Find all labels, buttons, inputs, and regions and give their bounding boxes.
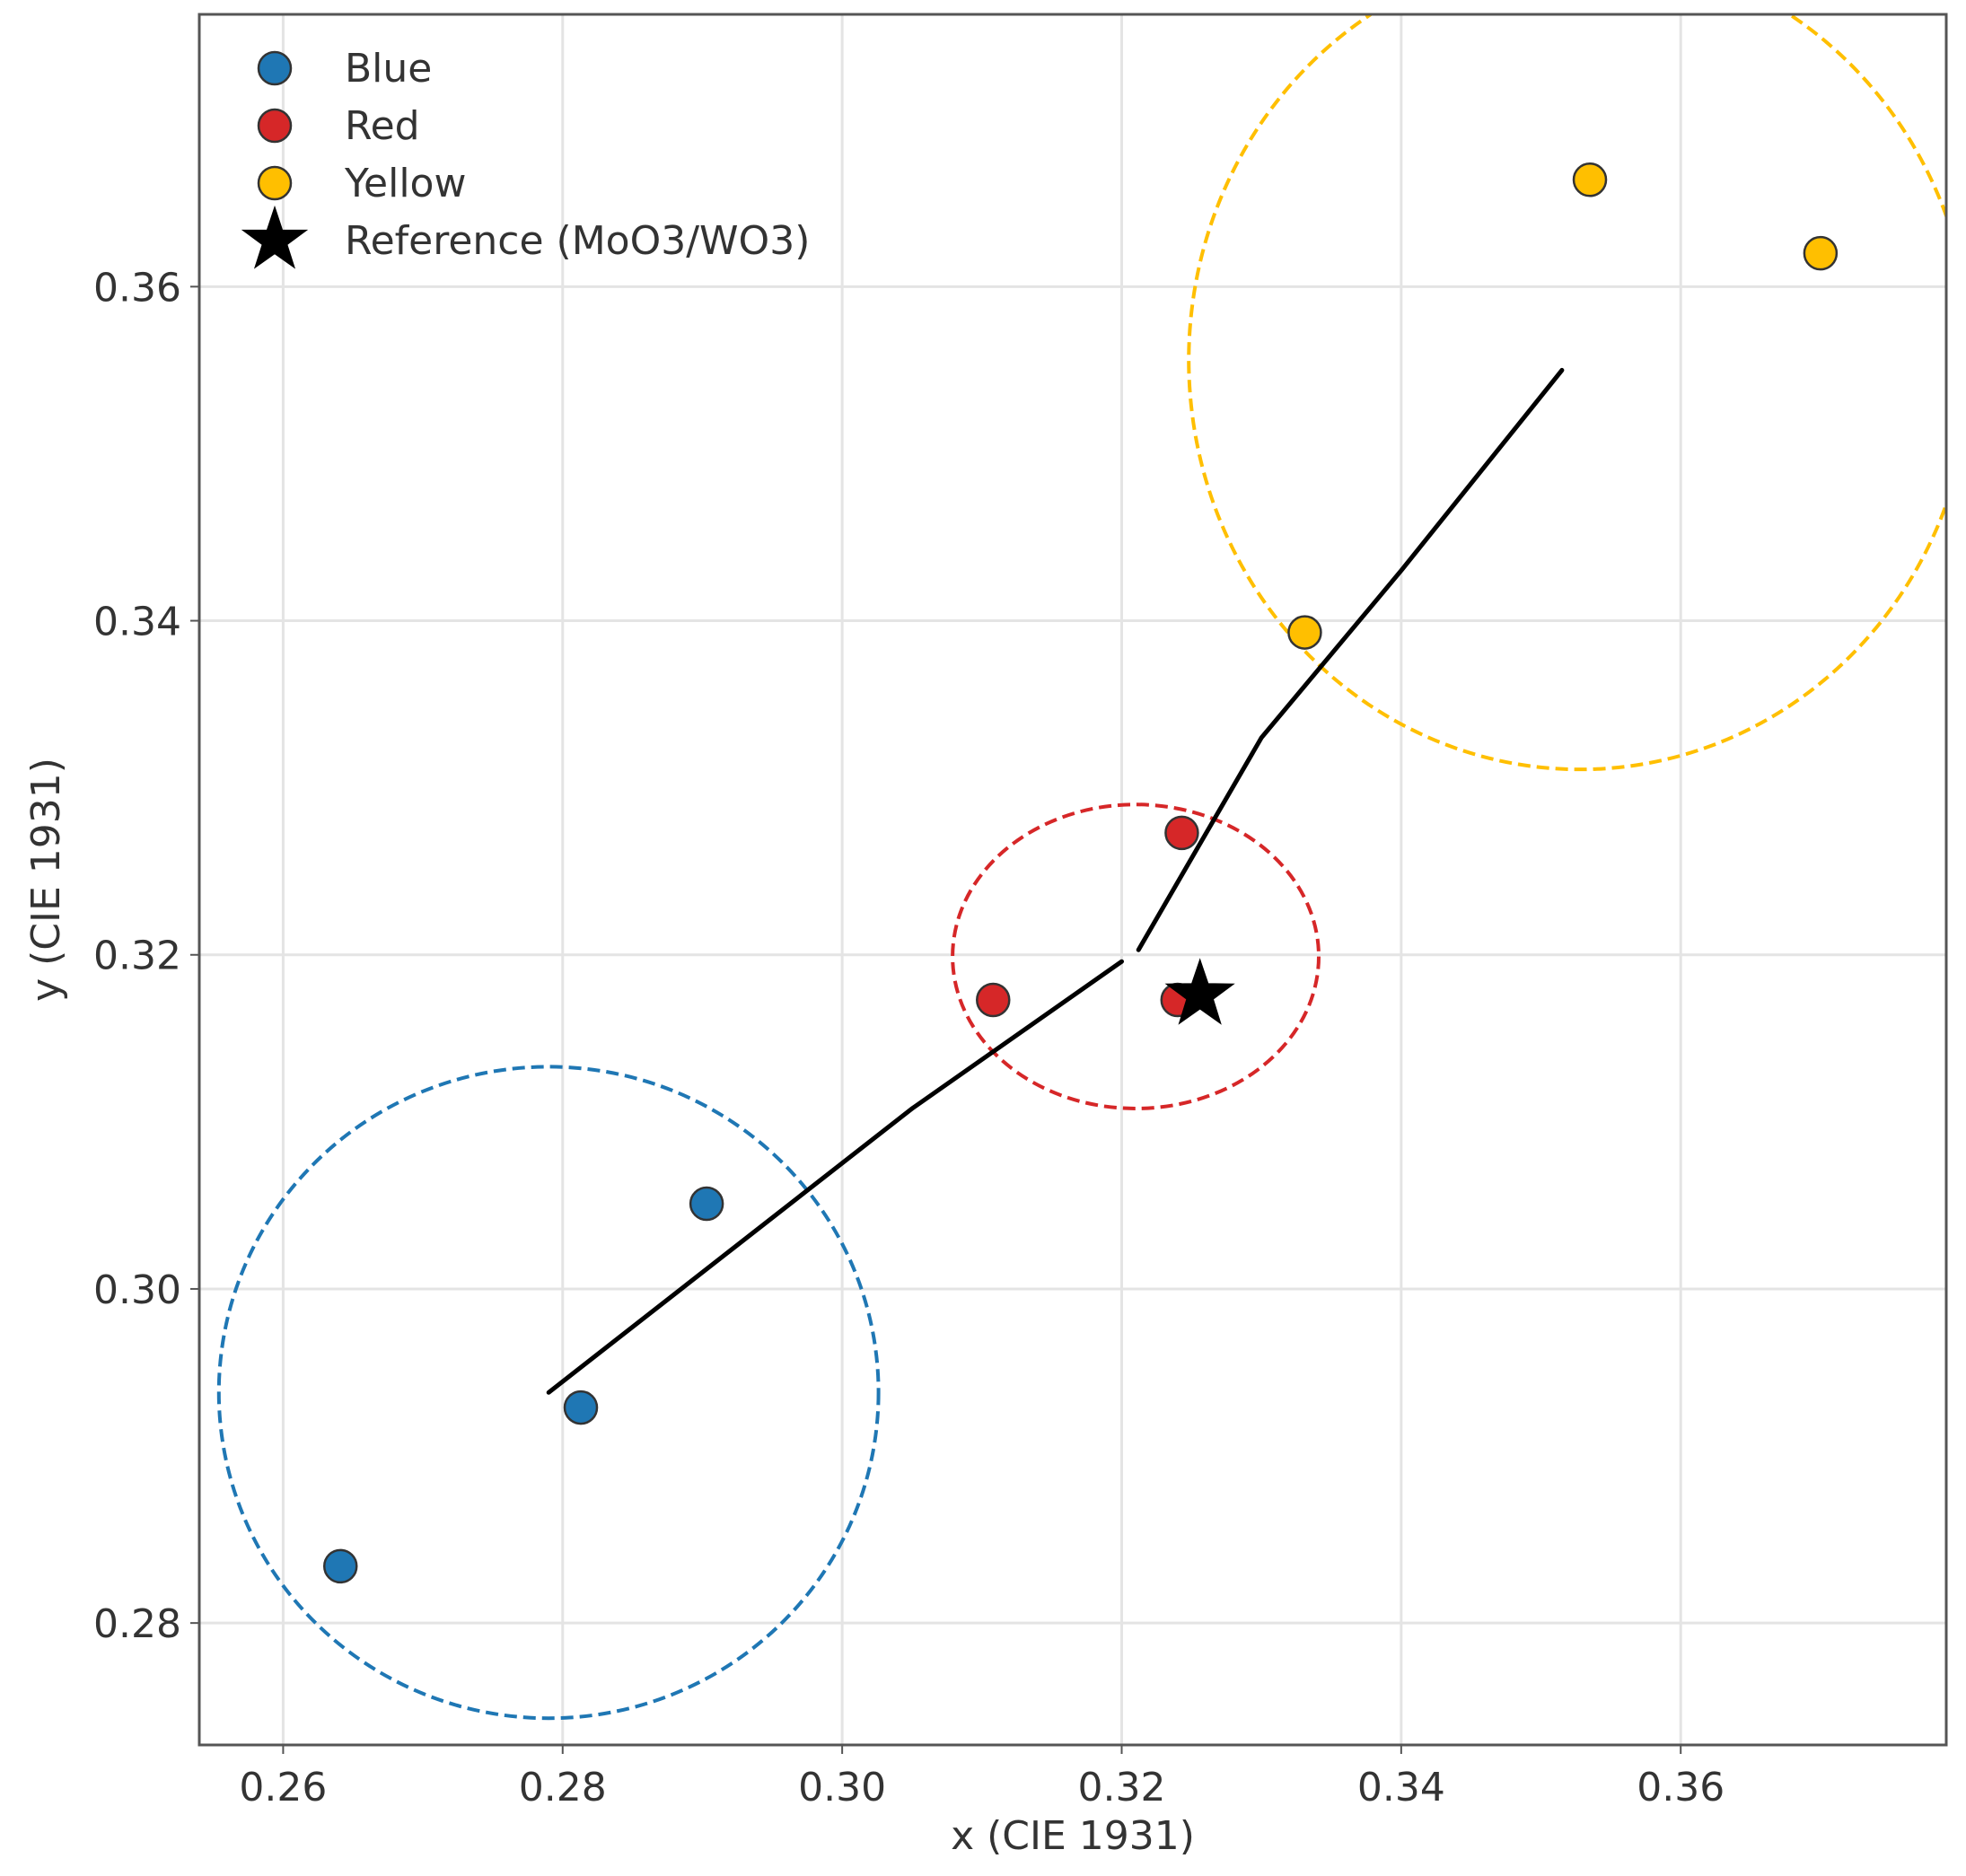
x-axis-label: x (CIE 1931) [951,1813,1195,1859]
legend-blue-label: Blue [345,46,432,92]
legend-blue-marker [257,50,293,86]
grid [199,14,1946,1745]
yellow-data-point [1287,615,1322,650]
data-points [322,162,1839,1584]
y-tick-label: 0.34 [93,600,181,645]
legend-yellow-marker [257,165,293,201]
x-tick-label: 0.32 [1078,1765,1166,1810]
axis-ticks: 0.26 0.28 0.30 0.32 0.34 0.36 0.28 0.30 0.32 0.34… [93,265,1725,1810]
x-tick-label: 0.34 [1357,1765,1445,1810]
blue-data-point [322,1548,358,1584]
trend-line-segment [546,959,1124,1395]
legend-red-label: Red [345,103,420,149]
x-tick-label: 0.30 [798,1765,886,1810]
reference-star-point [1164,958,1235,1025]
yellow-data-point [1803,235,1839,271]
x-tick-label: 0.36 [1637,1765,1725,1810]
yellow-data-point [1572,162,1608,197]
legend-yellow-label: Yellow [344,161,466,206]
x-tick-label: 0.26 [239,1765,327,1810]
legend: Blue Red Yellow Reference (MoO3/WO3) [241,46,810,269]
red-ellipse [951,802,1321,1110]
y-tick-label: 0.36 [93,265,181,311]
ellipses [216,14,1946,1721]
yellow-ellipse [1187,14,1946,772]
y-tick-label: 0.28 [93,1601,181,1647]
x-tick-label: 0.28 [519,1765,607,1810]
blue-ellipse [216,1065,881,1721]
trend-line [546,367,1565,1395]
red-data-point [1164,815,1199,851]
legend-red-marker [257,108,293,144]
legend-star-marker [241,205,309,269]
y-tick-label: 0.32 [93,934,181,979]
blue-data-point [689,1186,724,1222]
trend-line-segment [1136,367,1565,952]
y-axis-label: y (CIE 1931) [23,758,69,1002]
red-data-point [976,982,1011,1018]
legend-reference-label: Reference (MoO3/WO3) [345,218,810,264]
y-tick-label: 0.30 [93,1267,181,1313]
blue-data-point [563,1389,599,1425]
plot-frame [197,13,1948,1747]
